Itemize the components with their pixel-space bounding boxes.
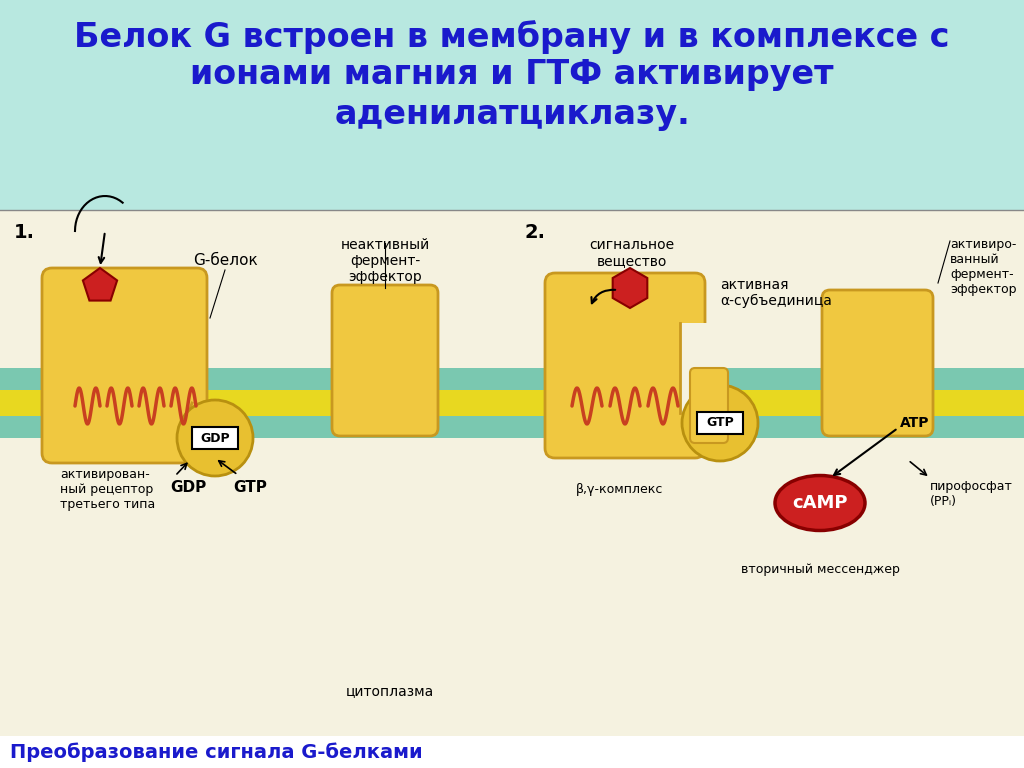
Text: аденилатциклазу.: аденилатциклазу. — [334, 98, 690, 131]
Text: цитоплазма: цитоплазма — [346, 684, 434, 698]
FancyBboxPatch shape — [822, 290, 933, 436]
Text: неактивный
фермент-
эффектор: неактивный фермент- эффектор — [340, 238, 430, 284]
Text: Белок G встроен в мембрану и в комплексе с: Белок G встроен в мембрану и в комплексе… — [75, 20, 949, 54]
Bar — [0, 210, 1024, 738]
FancyBboxPatch shape — [332, 285, 438, 436]
Bar — [0, 368, 1024, 390]
Text: пирофосфат
(PPᵢ): пирофосфат (PPᵢ) — [930, 480, 1013, 508]
FancyBboxPatch shape — [42, 268, 207, 463]
Text: Преобразование сигнала G-белками: Преобразование сигнала G-белками — [10, 742, 423, 762]
Text: 2.: 2. — [524, 223, 545, 242]
FancyBboxPatch shape — [545, 273, 705, 458]
FancyBboxPatch shape — [690, 368, 728, 443]
Bar — [0, 0, 1024, 210]
Ellipse shape — [775, 475, 865, 531]
Text: ионами магния и ГТФ активирует: ионами магния и ГТФ активирует — [190, 58, 834, 91]
Bar — [0, 416, 1024, 438]
Bar — [0, 390, 1024, 416]
Circle shape — [177, 400, 253, 476]
Text: активная
α-субъединица: активная α-субъединица — [720, 278, 831, 308]
Text: ATP: ATP — [900, 416, 930, 430]
FancyBboxPatch shape — [193, 427, 238, 449]
Text: активирован-
ный рецептор
третьего типа: активирован- ный рецептор третьего типа — [60, 468, 156, 511]
Text: GDP: GDP — [170, 480, 206, 495]
Text: сигнальное
вещество: сигнальное вещество — [590, 238, 675, 268]
Circle shape — [682, 385, 758, 461]
FancyBboxPatch shape — [697, 412, 743, 434]
Text: GDP: GDP — [200, 432, 229, 445]
Bar — [0, 736, 1024, 768]
Text: GTP: GTP — [707, 416, 734, 429]
Text: β,γ-комплекс: β,γ-комплекс — [577, 483, 664, 496]
Text: GTP: GTP — [233, 480, 267, 495]
Text: 1.: 1. — [14, 223, 35, 242]
Text: G-белок: G-белок — [193, 253, 257, 268]
Text: активиро-
ванный
фермент-
эффектор: активиро- ванный фермент- эффектор — [950, 238, 1017, 296]
Bar — [680, 323, 710, 413]
Text: вторичный мессенджер: вторичный мессенджер — [740, 563, 899, 576]
Text: cAMP: cAMP — [793, 494, 848, 512]
